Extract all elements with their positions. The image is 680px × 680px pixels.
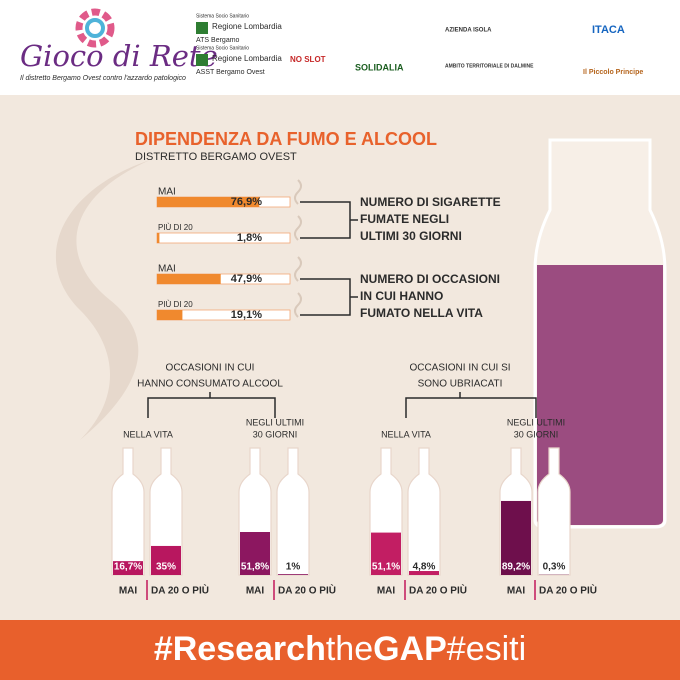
partner-name: Regione Lombardia [212, 54, 282, 63]
bottle [537, 447, 571, 576]
partner-small: Sistema Socio Sanitario [196, 45, 249, 51]
section-title: SONO UBRIACATI [418, 379, 503, 390]
value-label: 51,1% [372, 562, 400, 573]
subtitle: DISTRETTO BERGAMO OVEST [135, 151, 297, 163]
group-label: IN CUI HANNO [360, 289, 443, 303]
title: DIPENDENZA DA FUMO E ALCOOL [135, 129, 437, 149]
group-label: NUMERO DI SIGARETTE [360, 195, 501, 209]
logo-title: Gioco di Rete [20, 39, 218, 73]
partner-sub: ATS Bergamo [196, 37, 240, 44]
value-label: 19,1% [231, 309, 262, 321]
wine-level [278, 574, 308, 575]
row-label: PIÙ DI 20 [158, 223, 193, 232]
group-label: 30 GIORNI [514, 429, 559, 439]
bar [157, 197, 260, 207]
smoke-decoration [55, 160, 150, 440]
bracket [300, 201, 358, 239]
bottle-label: DA 20 O PIÙ [278, 584, 336, 597]
group-label: NUMERO DI OCCASIONI [360, 272, 500, 286]
bar [157, 310, 183, 320]
group-label: NELLA VITA [381, 429, 431, 439]
footer-hashtag: #ResearchtheGAP#esiti [154, 630, 526, 668]
wine-level [501, 500, 531, 575]
logo-ring [75, 8, 115, 48]
bottle-label: MAI [246, 586, 265, 597]
value-label: 51,8% [241, 562, 269, 573]
group-label: NEGLI ULTIMI [507, 417, 565, 427]
group-label: NEGLI ULTIMI [246, 417, 304, 427]
bottle-label: DA 20 O PIÙ [539, 584, 597, 597]
partner-icon [196, 22, 208, 34]
bottle-label: DA 20 O PIÙ [151, 584, 209, 597]
partner-logo: SOLIDALIA [355, 62, 404, 72]
value-label: 1,8% [237, 232, 262, 244]
footer-part: #Research [154, 630, 326, 668]
value-label: 0,3% [543, 562, 566, 573]
bottle-label: DA 20 O PIÙ [409, 584, 467, 597]
partner-logo: NO SLOT [290, 55, 326, 64]
partner-small: Sistema Socio Sanitario [196, 13, 249, 19]
footer-part: GAP [373, 630, 447, 668]
value-label: 76,9% [231, 196, 262, 208]
wine-level [371, 532, 401, 575]
group-label: ULTIMI 30 GIORNI [360, 229, 462, 243]
value-label: 47,9% [231, 273, 262, 285]
footer-part: the [326, 630, 373, 668]
bottle-label: MAI [507, 586, 526, 597]
section-title: OCCASIONI IN CUI SI [409, 363, 510, 374]
big-bottle-wine [537, 265, 663, 525]
wine-level [409, 571, 439, 575]
wine-level [240, 532, 270, 575]
section-title: OCCASIONI IN CUI [166, 363, 255, 374]
partner-logo: AZIENDA ISOLA [445, 28, 492, 34]
bottle [407, 447, 441, 576]
bottle-label: MAI [119, 586, 138, 597]
footer-bg [0, 620, 680, 680]
bar [157, 274, 221, 284]
group-label: NELLA VITA [123, 429, 173, 439]
wine-level [151, 545, 181, 575]
footer-part: #esiti [447, 630, 526, 668]
logo-subtitle: Il distretto Bergamo Ovest contro l'azza… [20, 75, 186, 82]
row-label: PIÙ DI 20 [158, 300, 193, 309]
group-label: FUMATO NELLA VITA [360, 306, 483, 320]
section-title: HANNO CONSUMATO ALCOOL [137, 379, 283, 390]
bar-track [156, 232, 291, 244]
bottle-label: MAI [377, 586, 396, 597]
logo-ring-inner [85, 18, 105, 38]
wine-level [113, 561, 143, 575]
partner-logo: Il Piccolo Principe [583, 69, 643, 76]
value-label: 89,2% [502, 562, 530, 573]
smoke-icon [294, 256, 302, 282]
bracket [300, 278, 358, 316]
value-label: 16,7% [114, 562, 142, 573]
header-bg [0, 0, 680, 95]
bottle [111, 447, 145, 576]
row-label: MAI [158, 264, 176, 275]
bracket [405, 392, 537, 418]
partner-icon [196, 54, 208, 66]
partner-name: Regione Lombardia [212, 22, 282, 31]
bottle [149, 447, 183, 576]
group-label: 30 GIORNI [253, 429, 298, 439]
value-label: 35% [156, 562, 176, 573]
partner-logo: AMBITO TERRITORIALE DI DALMINE [445, 63, 534, 69]
bar [157, 233, 160, 243]
bracket [147, 392, 276, 418]
group-label: FUMATE NEGLI [360, 212, 449, 226]
smoke-icon [294, 215, 302, 241]
partner-logo: ITACA [592, 24, 625, 36]
bottle [276, 447, 310, 576]
smoke-icon [294, 179, 302, 205]
row-label: MAI [158, 187, 176, 198]
value-label: 1% [286, 562, 301, 573]
partner-sub: ASST Bergamo Ovest [196, 69, 265, 76]
value-label: 4,8% [413, 562, 436, 573]
smoke-icon [294, 292, 302, 318]
